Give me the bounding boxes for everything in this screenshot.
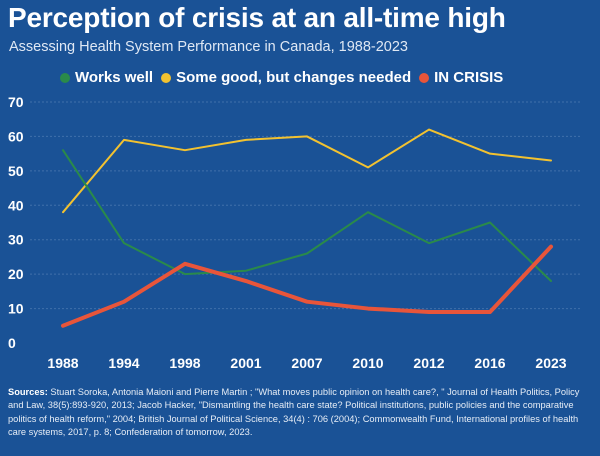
chart-subtitle: Assessing Health System Performance in C… [9, 39, 408, 55]
series-line-in-crisis [61, 244, 553, 328]
legend-item-changes-needed: Some good, but changes needed [161, 69, 411, 86]
legend-label-works-well: Works well [75, 69, 154, 86]
legend: Works well Some good, but changes needed… [60, 69, 511, 86]
y-tick-label: 10 [8, 301, 24, 317]
legend-dot-works-well [60, 72, 70, 83]
legend-dot-changes-needed [161, 72, 172, 83]
x-tick-label: 2007 [291, 355, 322, 371]
y-tick-label: 50 [8, 163, 24, 179]
y-tick-label: 20 [8, 266, 24, 282]
legend-label-in-crisis: IN CRISIS [434, 69, 504, 86]
x-tick-label: 1994 [108, 355, 139, 371]
x-tick-label: 2023 [535, 355, 566, 371]
line-chart: 0 10 20 30 40 50 60 70 1988 1994 1998 2001 2007 2010 2… [8, 94, 580, 371]
legend-item-works-well: Works well [60, 69, 153, 86]
x-tick-label: 2012 [413, 355, 444, 371]
y-tick-label: 40 [8, 197, 24, 213]
sources-label: Sources: [8, 387, 48, 397]
x-tick-label: 2016 [474, 355, 505, 371]
legend-dot-in-crisis [419, 72, 430, 83]
legend-label-changes-needed: Some good, but changes needed [176, 69, 412, 86]
x-tick-label: 1988 [47, 355, 78, 371]
x-tick-label: 2001 [230, 355, 261, 371]
series-line-works-well [62, 149, 552, 283]
legend-item-in-crisis: IN CRISIS [419, 69, 503, 86]
y-tick-label: 30 [8, 232, 24, 248]
y-tick-label: 60 [8, 128, 24, 144]
x-tick-label: 1998 [169, 355, 200, 371]
chart-title: Perception of crisis at an all-time high [8, 2, 506, 33]
y-tick-label: 70 [8, 94, 24, 110]
sources-text: Stuart Soroka, Antonia Maioni and Pierre… [8, 387, 580, 438]
x-tick-label: 2010 [352, 355, 383, 371]
sources-note: Sources: Stuart Soroka, Antonia Maioni a… [8, 386, 592, 440]
y-tick-label: 0 [8, 335, 16, 351]
